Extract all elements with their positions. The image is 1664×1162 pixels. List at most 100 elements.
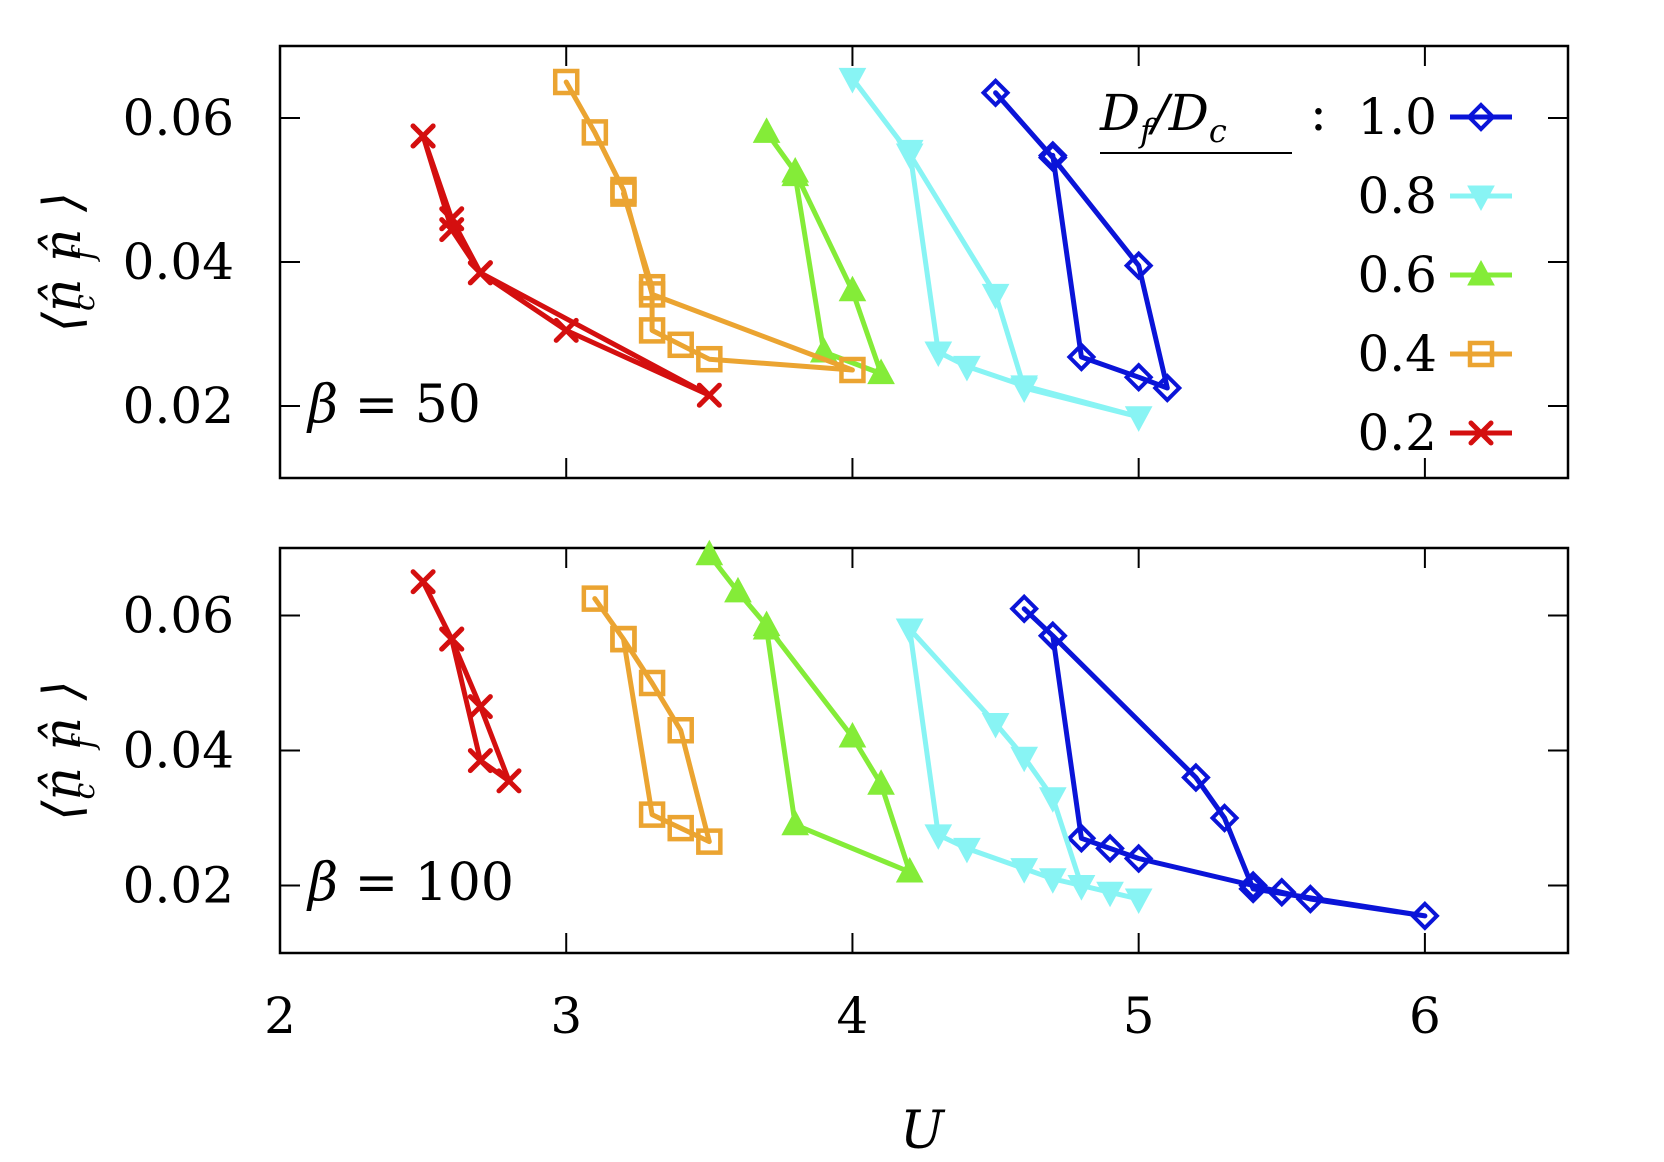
series-0.4-line bbox=[563, 79, 855, 373]
legend-colon: : bbox=[1310, 84, 1327, 142]
series-1.0-line bbox=[993, 90, 1170, 391]
series-1.0-point bbox=[980, 77, 1011, 108]
series-0.8-line bbox=[849, 75, 1142, 420]
series-1.0-point bbox=[1238, 874, 1268, 904]
series-0.6 bbox=[695, 539, 924, 883]
series-0.8-point bbox=[1067, 875, 1096, 901]
beta-value: = 100 bbox=[338, 853, 514, 913]
series-0.6-point bbox=[724, 576, 752, 603]
series-0.4-point bbox=[696, 345, 723, 373]
y-axis-label: ⟨n̂ n̂ ⟩ bbox=[33, 192, 93, 333]
series-1.0-point bbox=[1123, 362, 1154, 393]
series-0.8-point bbox=[953, 837, 981, 864]
series-0.6-point bbox=[838, 721, 867, 748]
series-0.8-point bbox=[953, 355, 981, 382]
y-axis-label: ⟨n̂ n̂ ⟩ bbox=[33, 680, 93, 821]
series-0.6-point bbox=[781, 160, 810, 187]
series-1.0-point bbox=[1095, 833, 1125, 864]
series-0.6-point bbox=[838, 275, 867, 302]
series-1.0-line bbox=[1021, 606, 1428, 919]
legend-marker-0.6 bbox=[1467, 259, 1495, 286]
y-tick-label: 0.06 bbox=[123, 587, 234, 645]
legend-title-d: D bbox=[1099, 84, 1140, 142]
x-axis-label: U bbox=[900, 1101, 946, 1161]
series-1.0-point bbox=[1009, 593, 1040, 624]
series-1.0-point bbox=[1037, 620, 1068, 651]
series-0.8-point bbox=[981, 283, 1010, 310]
series-0.4-point bbox=[581, 585, 609, 612]
y-tick-label: 0.02 bbox=[123, 377, 234, 435]
series-1.0-point bbox=[1181, 762, 1211, 793]
series-0.8-point bbox=[1010, 858, 1039, 884]
series-1.0-point bbox=[1238, 870, 1268, 901]
legend-label-1.0: 1.0 bbox=[1357, 88, 1437, 146]
series-0.6-point bbox=[867, 769, 895, 795]
series-0.6-point bbox=[781, 809, 810, 836]
series-1.0-point bbox=[1152, 373, 1183, 403]
y-axis-subscript-c: c bbox=[67, 294, 102, 311]
series-0.6-point bbox=[752, 117, 781, 143]
series-0.8-point bbox=[924, 824, 953, 850]
series-0.6-point bbox=[895, 856, 924, 883]
series-0.4 bbox=[552, 68, 866, 384]
series-0.8-point bbox=[1124, 888, 1153, 915]
x-tick-label: 5 bbox=[1123, 987, 1155, 1045]
series-0.8-point bbox=[895, 139, 924, 166]
legend-label-0.6: 0.6 bbox=[1357, 246, 1437, 304]
series-1.0 bbox=[1009, 593, 1440, 931]
series-0.2-point bbox=[467, 260, 493, 286]
legend-marker-0.4 bbox=[1467, 340, 1495, 368]
series-0.6 bbox=[752, 117, 895, 385]
series-0.6-line bbox=[764, 129, 884, 377]
beta-value: = 50 bbox=[338, 375, 481, 435]
beta-annotation: β = 50 bbox=[306, 375, 481, 435]
series-0.8 bbox=[895, 618, 1153, 915]
series-1.0-point bbox=[1209, 803, 1240, 833]
x-tick-label: 2 bbox=[264, 987, 296, 1045]
legend-title: Df/Dc bbox=[1099, 84, 1227, 150]
series-0.2-point bbox=[696, 382, 722, 408]
series-0.2-point bbox=[496, 768, 522, 794]
series-1.0 bbox=[980, 77, 1183, 403]
series-0.8-point bbox=[1124, 406, 1153, 432]
series-0.2-point bbox=[410, 569, 436, 595]
series-0.4-point bbox=[667, 717, 694, 744]
series-0.4-point bbox=[581, 119, 609, 146]
series-0.6-point bbox=[752, 613, 781, 640]
x-tick-label: 3 bbox=[550, 987, 582, 1045]
series-0.2 bbox=[410, 569, 522, 794]
series-1.0-point bbox=[1123, 843, 1154, 874]
legend-marker-0.2 bbox=[1468, 420, 1494, 446]
beta-symbol: β bbox=[306, 853, 338, 913]
series-0.4 bbox=[581, 585, 723, 855]
series-1.0-point bbox=[1123, 250, 1154, 281]
series-0.4-point bbox=[552, 68, 580, 96]
y-tick-label: 0.04 bbox=[123, 722, 234, 780]
series-0.2-point bbox=[439, 217, 465, 243]
series-0.2-point bbox=[410, 123, 436, 149]
y-tick-label: 0.06 bbox=[123, 89, 234, 147]
series-0.8-point bbox=[1010, 746, 1039, 773]
series-0.2-line bbox=[420, 579, 512, 784]
series-0.4-point bbox=[696, 828, 723, 855]
series-0.2-point bbox=[439, 626, 465, 652]
series-0.8-point bbox=[838, 67, 867, 94]
series-1.0-point bbox=[1266, 877, 1297, 908]
series-0.2-point bbox=[467, 748, 493, 774]
series-0.8-point bbox=[924, 341, 953, 368]
series-0.8-point bbox=[981, 713, 1010, 739]
series-0.4-point bbox=[638, 317, 666, 344]
series-1.0-point bbox=[1295, 884, 1326, 914]
x-tick-label: 4 bbox=[837, 987, 869, 1045]
legend-label-0.2: 0.2 bbox=[1357, 404, 1437, 462]
legend-label-0.8: 0.8 bbox=[1357, 167, 1437, 225]
beta-annotation: β = 100 bbox=[306, 853, 514, 913]
y-axis-label-text: ⟨n̂ n̂ ⟩ bbox=[33, 192, 93, 333]
series-0.4-line bbox=[592, 596, 712, 845]
y-tick-label: 0.04 bbox=[123, 233, 234, 291]
series-0.2-point bbox=[467, 694, 493, 720]
top-panel: 0.020.040.06⟨n̂ n̂ ⟩cfβ = 50Df/Dc:1.00.8… bbox=[33, 44, 1570, 480]
series-0.8-point bbox=[1010, 375, 1039, 401]
y-tick-label: 0.02 bbox=[123, 857, 234, 915]
